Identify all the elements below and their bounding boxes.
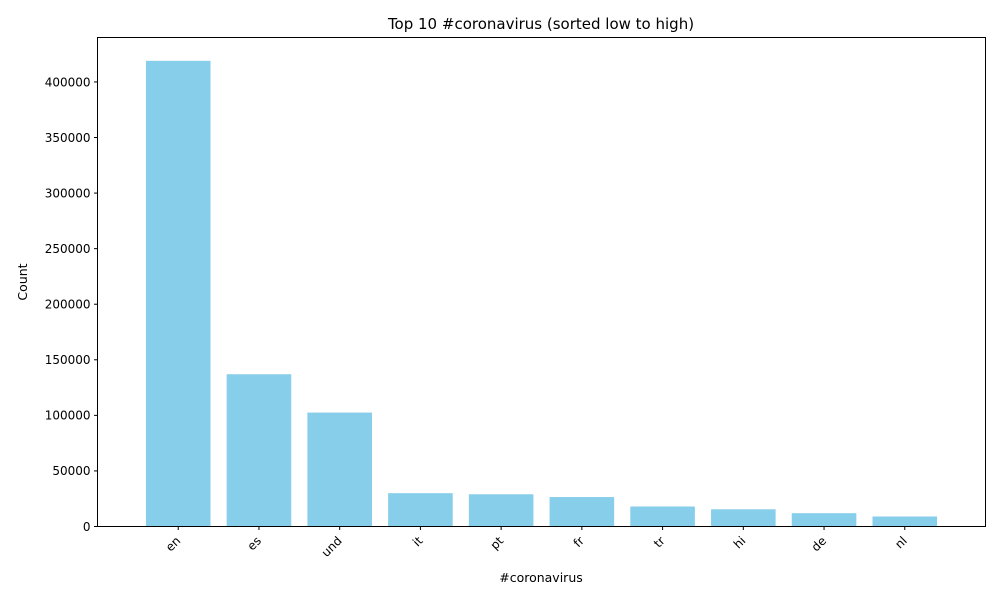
y-tick-label: 0: [83, 520, 91, 534]
bar-es: [226, 374, 292, 527]
x-tick-label-de: de: [809, 534, 830, 555]
x-tick-label-und: und: [319, 534, 345, 560]
x-tick-label-hi: hi: [731, 534, 749, 552]
x-axis: en es und it pt fr tr hi de nl: [163, 526, 910, 560]
bar-pt: [468, 494, 534, 527]
chart-title: Top 10 #coronavirus (sorted low to high): [387, 15, 694, 33]
x-axis-label: #coronavirus: [499, 570, 583, 585]
bar-en: [145, 60, 211, 527]
bar-fr: [549, 497, 615, 527]
x-tick-label-pt: pt: [488, 534, 507, 553]
bar-und: [307, 412, 372, 527]
x-tick-label-fr: fr: [571, 534, 587, 550]
bar-hi: [711, 509, 776, 527]
y-tick-label: 100000: [45, 409, 91, 423]
x-tick-label-nl: nl: [892, 534, 910, 552]
y-tick-label: 200000: [45, 298, 91, 312]
y-tick-label: 150000: [45, 353, 91, 367]
plot-frame: [97, 37, 986, 527]
bar-it: [388, 493, 453, 527]
bar-nl: [872, 516, 938, 527]
bar-tr: [630, 506, 695, 527]
y-axis: 0 50000 100000 150000 200000 250000 300000 3500…: [45, 75, 98, 534]
y-tick-label: 250000: [45, 242, 91, 256]
y-tick-label: 300000: [45, 186, 91, 200]
x-tick-label-es: es: [245, 534, 265, 554]
x-tick-label-tr: tr: [651, 534, 668, 551]
y-tick-label: 50000: [52, 464, 90, 478]
y-tick-label: 400000: [45, 75, 91, 89]
bars-group: [145, 60, 938, 527]
x-tick-label-en: en: [163, 534, 184, 555]
y-axis-label: Count: [15, 263, 30, 300]
x-tick-label-it: it: [410, 534, 426, 550]
bar-de: [791, 513, 857, 527]
y-tick-label: 350000: [45, 131, 91, 145]
